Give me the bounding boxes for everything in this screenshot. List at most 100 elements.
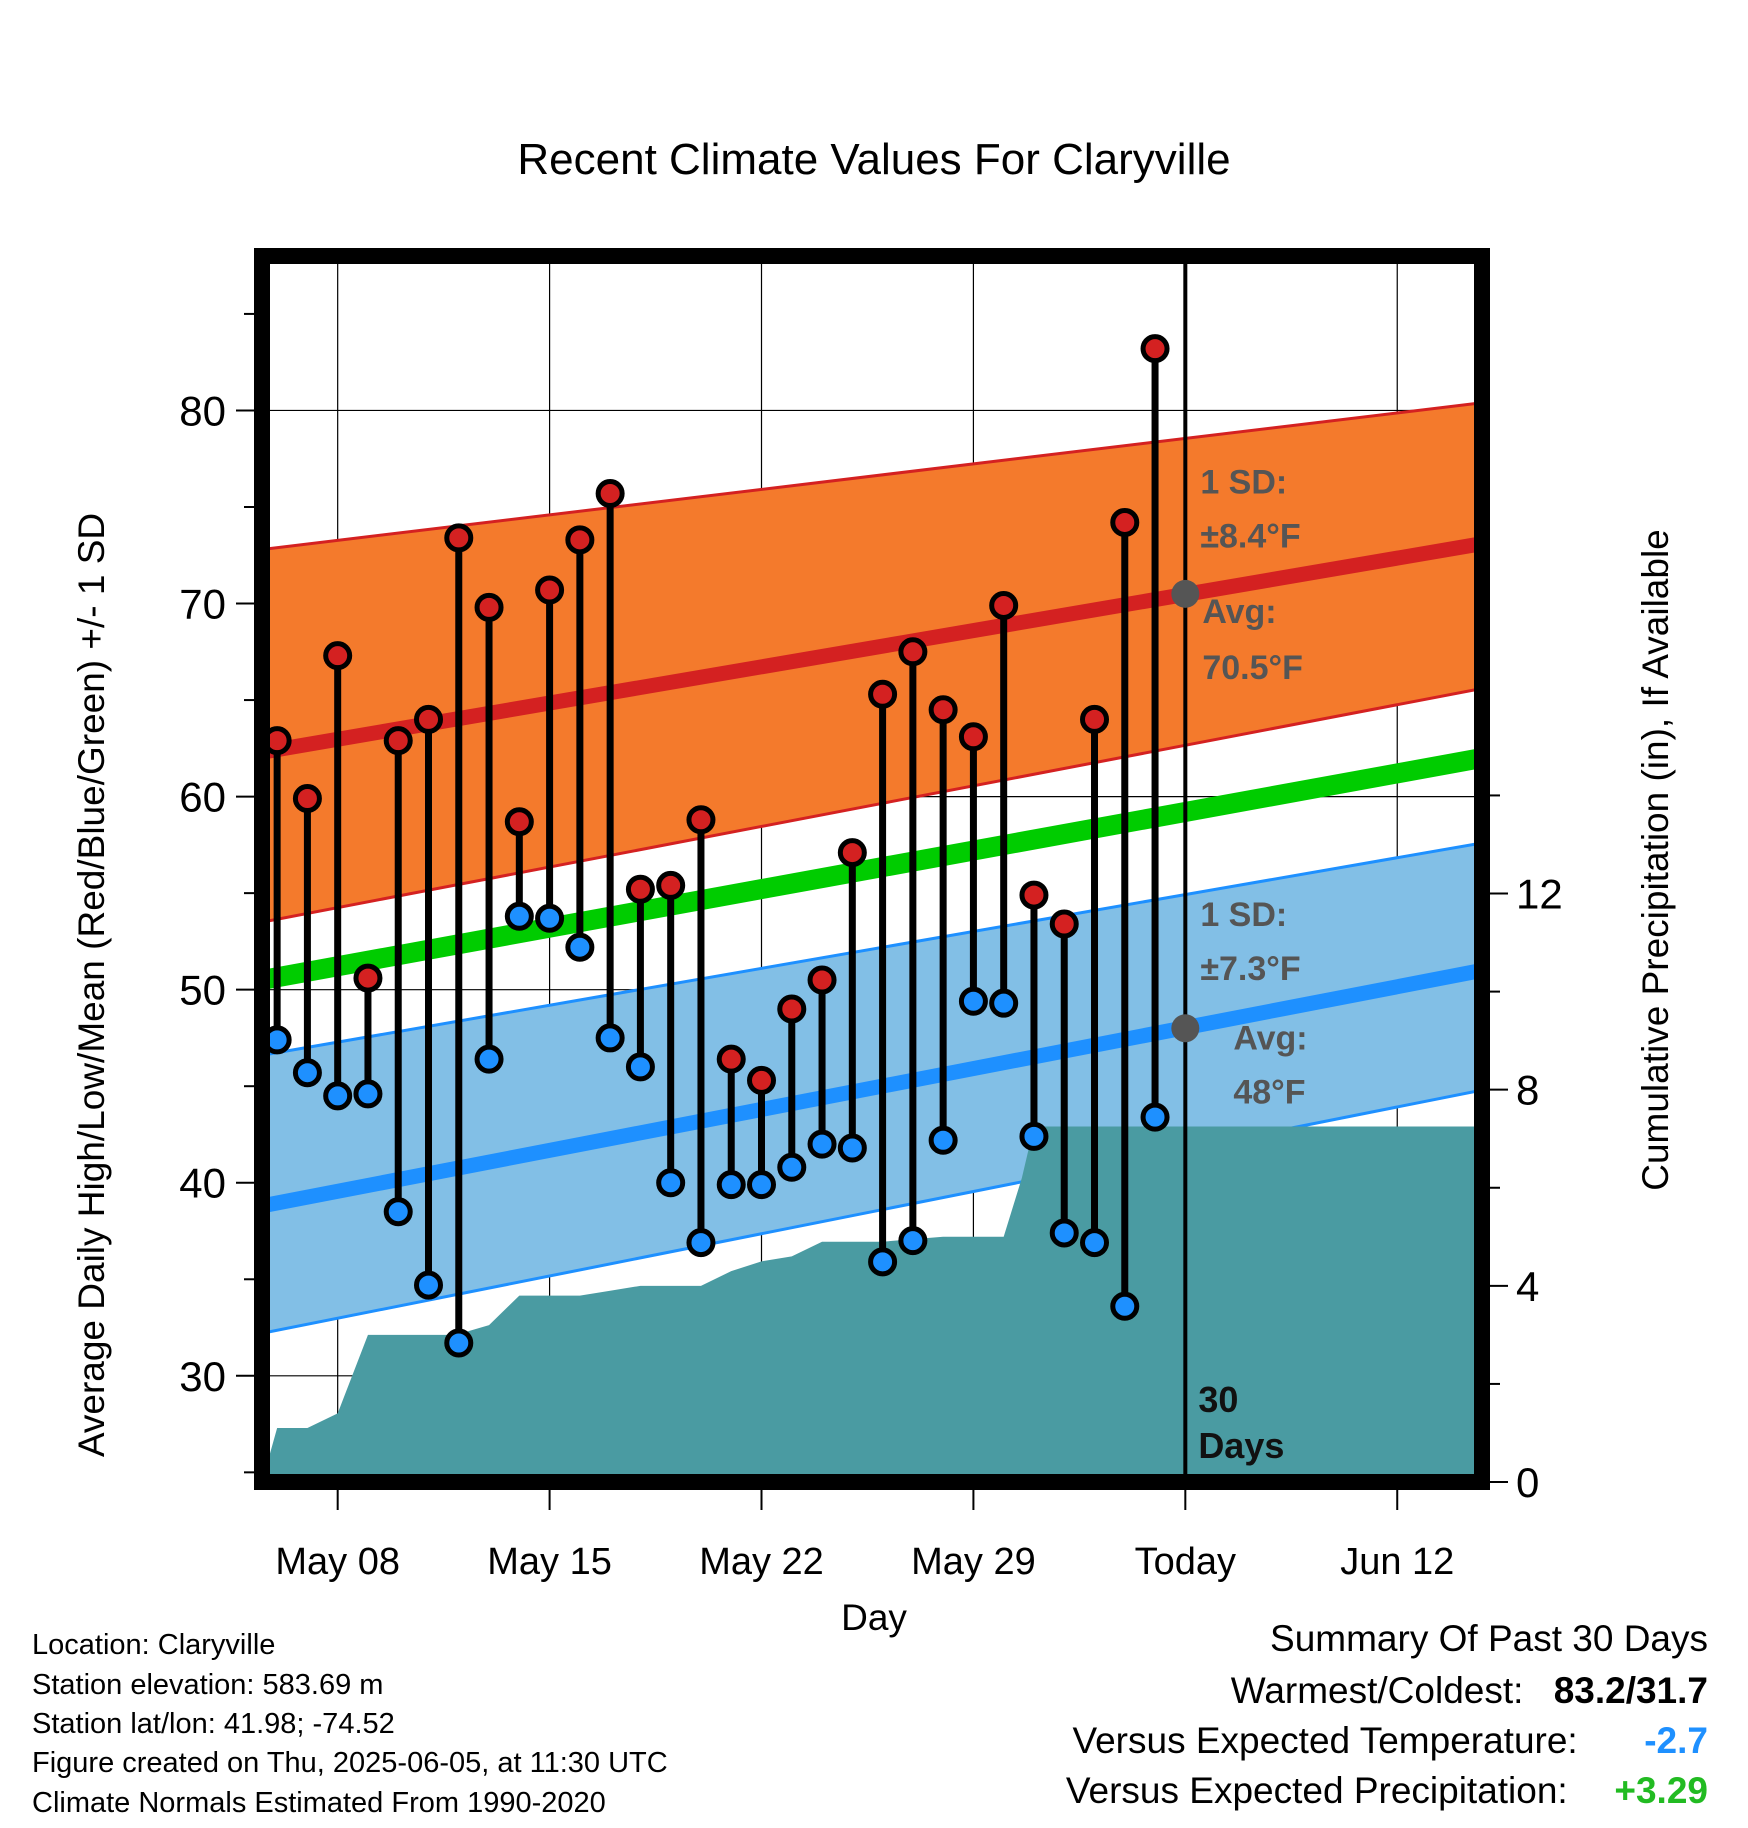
today-days-word: Days xyxy=(1198,1425,1284,1466)
plot-area xyxy=(262,256,1482,1482)
precip-area xyxy=(262,1126,1482,1482)
daily-low-point xyxy=(958,986,988,1016)
daily-low-point xyxy=(292,1058,322,1088)
y2-tick-label: 12 xyxy=(1516,871,1563,918)
meta-latlon: Station lat/lon: 41.98; -74.52 xyxy=(32,1708,395,1740)
daily-low-point xyxy=(504,901,534,931)
daily-high-point xyxy=(323,641,353,671)
normal-low-line xyxy=(262,962,1482,1214)
daily-high-point xyxy=(1140,334,1170,364)
meta-created: Figure created on Thu, 2025-06-05, at 11… xyxy=(32,1747,668,1779)
x-tick-label: Jun 12 xyxy=(1340,1541,1454,1583)
daily-high-point xyxy=(474,592,504,622)
y2-tick-label: 4 xyxy=(1516,1263,1539,1310)
daily-high-point xyxy=(898,637,928,667)
daily-high-point xyxy=(565,525,595,555)
summary-title: Summary Of Past 30 Days xyxy=(1270,1618,1708,1659)
precip-label: Versus Expected Precipitation: xyxy=(1065,1770,1568,1811)
daily-high-point xyxy=(928,695,958,725)
y-tick-label: 50 xyxy=(179,967,226,1014)
daily-low-point xyxy=(353,1079,383,1109)
daily-low-point xyxy=(535,903,565,933)
daily-high-point xyxy=(716,1044,746,1074)
daily-low-point xyxy=(686,1228,716,1258)
meta-location: Location: Claryville xyxy=(32,1629,276,1661)
daily-high-point xyxy=(868,679,898,709)
daily-low-point xyxy=(656,1168,686,1198)
y-tick-label: 60 xyxy=(179,774,226,821)
daily-high-point xyxy=(686,805,716,835)
summary-warmest-coldest: Warmest/Coldest: 83.2/31.7 xyxy=(1231,1670,1708,1712)
low-sd-value: ±7.3°F xyxy=(1200,950,1300,988)
daily-high-point xyxy=(837,838,867,868)
daily-low-point xyxy=(565,932,595,962)
summary-temp: Versus Expected Temperature: -2.7 xyxy=(1072,1720,1708,1762)
low-avg-label: Avg: xyxy=(1233,1020,1307,1058)
daily-high-point xyxy=(989,590,1019,620)
daily-high-point xyxy=(1019,880,1049,910)
daily-low-point xyxy=(777,1152,807,1182)
normal-mean-line xyxy=(262,748,1482,990)
daily-high-point xyxy=(383,726,413,756)
daily-low-point xyxy=(383,1197,413,1227)
y-tick-label: 30 xyxy=(179,1353,226,1400)
daily-high-point xyxy=(535,575,565,605)
daily-low-point xyxy=(747,1170,777,1200)
daily-high-point xyxy=(504,807,534,837)
y2-tick-label: 0 xyxy=(1516,1459,1539,1506)
daily-high-point xyxy=(595,478,625,508)
daily-high-point xyxy=(625,874,655,904)
daily-low-point xyxy=(1080,1228,1110,1258)
daily-low-point xyxy=(1019,1121,1049,1151)
x-tick-label: Today xyxy=(1135,1541,1236,1583)
precip-value: +3.29 xyxy=(1614,1770,1708,1811)
daily-low-point xyxy=(868,1247,898,1277)
x-axis-label: Day xyxy=(841,1597,907,1638)
summary-precip: Versus Expected Precipitation: +3.29 xyxy=(1066,1770,1708,1812)
normal-high-line xyxy=(262,536,1482,760)
daily-low-point xyxy=(444,1328,474,1358)
daily-high-point xyxy=(353,963,383,993)
temp-label: Versus Expected Temperature: xyxy=(1072,1720,1578,1761)
daily-low-point xyxy=(928,1125,958,1155)
daily-high-point xyxy=(656,870,686,900)
daily-high-point xyxy=(747,1065,777,1095)
plot-frame xyxy=(254,248,1490,1490)
daily-low-point xyxy=(989,988,1019,1018)
daily-high-point xyxy=(1110,507,1140,537)
today-days-count: 30 xyxy=(1198,1379,1238,1420)
low-avg-value: 48°F xyxy=(1233,1074,1305,1112)
high-sd-label: 1 SD: xyxy=(1200,463,1287,501)
high-avg-value: 70.5°F xyxy=(1202,649,1303,687)
high-avg-label: Avg: xyxy=(1202,593,1276,631)
meta-normals: Climate Normals Estimated From 1990-2020 xyxy=(32,1787,606,1819)
daily-low-point xyxy=(1049,1218,1079,1248)
daily-low-point xyxy=(323,1081,353,1111)
daily-low-point xyxy=(837,1133,867,1163)
meta-elevation: Station elevation: 583.69 m xyxy=(32,1669,384,1701)
warmest-coldest-label: Warmest/Coldest: xyxy=(1230,1670,1524,1711)
daily-high-point xyxy=(292,784,322,814)
daily-low-point xyxy=(595,1023,625,1053)
y-tick-label: 70 xyxy=(179,581,226,628)
daily-low-point xyxy=(474,1044,504,1074)
high-avg-marker xyxy=(1171,579,1200,608)
daily-high-point xyxy=(444,523,474,553)
daily-low-point xyxy=(807,1129,837,1159)
y2-tick-label: 8 xyxy=(1516,1067,1539,1114)
high-band-lower-edge xyxy=(262,687,1482,924)
daily-high-point xyxy=(807,965,837,995)
x-tick-label: May 29 xyxy=(911,1541,1036,1583)
daily-high-point xyxy=(1080,704,1110,734)
daily-low-point xyxy=(898,1226,928,1256)
chart-title: Recent Climate Values For Claryville xyxy=(517,135,1230,184)
daily-high-point xyxy=(777,994,807,1024)
low-avg-marker xyxy=(1171,1014,1200,1043)
low-band-upper-edge xyxy=(262,841,1482,1057)
daily-high-point xyxy=(1049,909,1079,939)
daily-low-point xyxy=(414,1270,444,1300)
daily-low-point xyxy=(1140,1102,1170,1132)
daily-high-point xyxy=(414,704,444,734)
daily-low-point xyxy=(1110,1291,1140,1321)
